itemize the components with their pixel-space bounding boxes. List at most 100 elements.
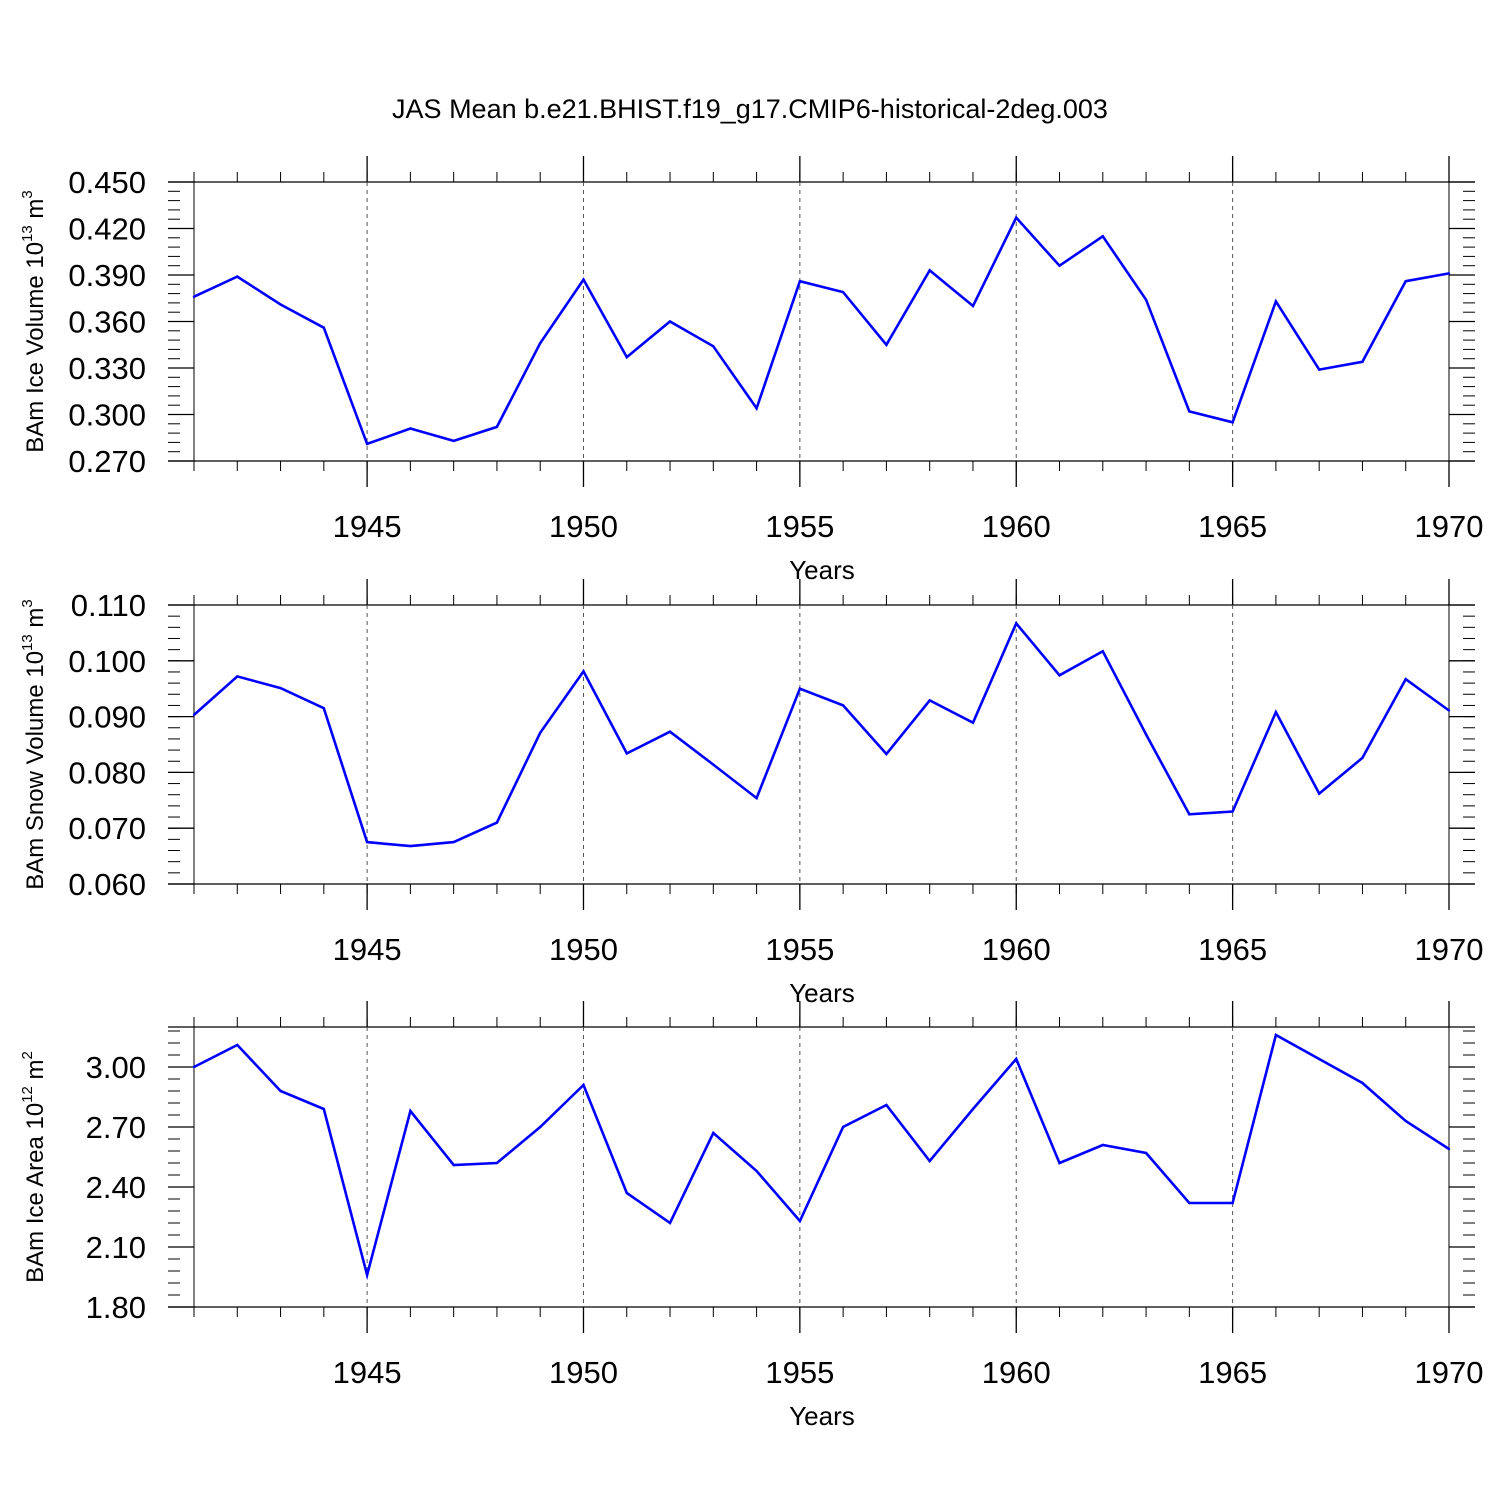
x-axis-label: Years [789,555,855,585]
panel-3: 1945 1950 1955 1960 1965 1970 Years 1.80 2.10 2.4… [19,1001,1483,1431]
y-tick-label: 0.060 [68,867,146,902]
data-point [668,320,672,323]
data-point [495,425,499,429]
data-point [192,295,196,298]
data-point [452,1163,455,1167]
panel-2: 1945 1950 1955 1960 1965 1970 Years 0.060 0.070 0… [19,579,1483,1008]
data-point [1101,235,1104,238]
y-tick-label: 0.330 [68,351,146,386]
y-tick-label: 0.360 [68,305,146,340]
data-point [971,304,975,308]
data-point [1231,1201,1234,1205]
data-point [236,675,239,678]
data-point [755,796,758,800]
data-point [409,427,412,430]
data-point [1361,360,1364,363]
data-point [409,844,412,848]
data-point [1231,421,1234,424]
data-point [1058,1161,1061,1165]
data-point [495,1161,499,1165]
x-tick-label: 1965 [1198,509,1267,544]
data-point [625,355,628,359]
data-point [452,840,455,844]
data-point [1015,1057,1018,1061]
data-point [1361,1081,1364,1085]
data-point [1317,1057,1321,1061]
y-tick-label: 0.420 [68,212,146,247]
data-point [279,303,282,306]
data-point [1317,368,1321,371]
data-point [322,1107,326,1111]
y-tick-label: 2.70 [86,1110,146,1145]
series-line [193,1033,1450,1281]
data-point [1274,710,1278,714]
data-point [192,713,196,717]
data-point [971,721,975,724]
data-point [928,269,931,272]
y-tick-label: 0.090 [68,700,146,735]
data-point [798,687,802,690]
data-point [712,763,715,766]
data-point [1231,810,1234,813]
data-point [885,343,888,346]
x-axis-label: Years [789,978,855,1008]
data-point [582,1083,585,1087]
data-point [322,326,326,329]
data-point [365,442,369,446]
x-axis-label: Years [789,1401,855,1431]
x-tick-label: 1970 [1415,1355,1484,1390]
data-point [928,1159,931,1163]
y-tick-label: 3.00 [86,1050,146,1085]
data-point [1274,300,1278,303]
y-tick-label: 0.100 [68,644,146,679]
data-point [625,1191,628,1195]
y-tick-label: 2.40 [86,1170,146,1205]
data-point [755,407,758,410]
x-tick-label: 1970 [1415,932,1484,967]
data-point [841,1125,845,1129]
data-point [798,1219,802,1223]
y-tick-label: 0.300 [68,398,146,433]
x-tick-label: 1955 [765,932,834,967]
data-point [365,1273,369,1277]
data-point [1144,298,1148,301]
data-point [539,731,542,734]
x-tick-label: 1970 [1415,509,1484,544]
x-tick-label: 1950 [549,932,618,967]
data-point [1144,733,1148,736]
data-point [625,752,628,755]
x-tick-label: 1945 [333,509,402,544]
data-point [1447,272,1451,275]
x-tick-label: 1965 [1198,1355,1267,1390]
data-point [1144,1151,1148,1155]
data-point [1447,1147,1451,1151]
y-tick-label: 0.270 [68,444,146,479]
y-axis-label: BAm Snow Volume 1013 m3 [19,599,49,890]
data-point [365,840,369,844]
y-axis-label: BAm Ice Area 1012 m2 [19,1051,49,1283]
data-point [279,686,282,690]
data-point [668,730,672,733]
x-tick-label: 1960 [982,509,1051,544]
x-tick-label: 1950 [549,1355,618,1390]
data-point [1188,1201,1191,1205]
data-point [885,752,888,756]
x-tick-label: 1945 [333,932,402,967]
x-tick-label: 1945 [333,1355,402,1390]
x-tick-label: 1955 [765,1355,834,1390]
data-point [279,1089,282,1093]
data-point [582,278,585,281]
y-axis-label: BAm Ice Volume 1013 m3 [19,190,49,452]
y-tick-label: 0.450 [68,165,146,200]
data-point [452,439,455,443]
y-tick-label: 0.390 [68,258,146,293]
data-point [1404,280,1407,283]
y-tick-label: 1.80 [86,1290,146,1325]
data-point [712,345,715,348]
series-line [193,215,1450,446]
data-point [928,699,931,702]
data-point [841,704,845,707]
data-point [322,707,326,710]
y-tick-label: 0.110 [71,588,146,623]
